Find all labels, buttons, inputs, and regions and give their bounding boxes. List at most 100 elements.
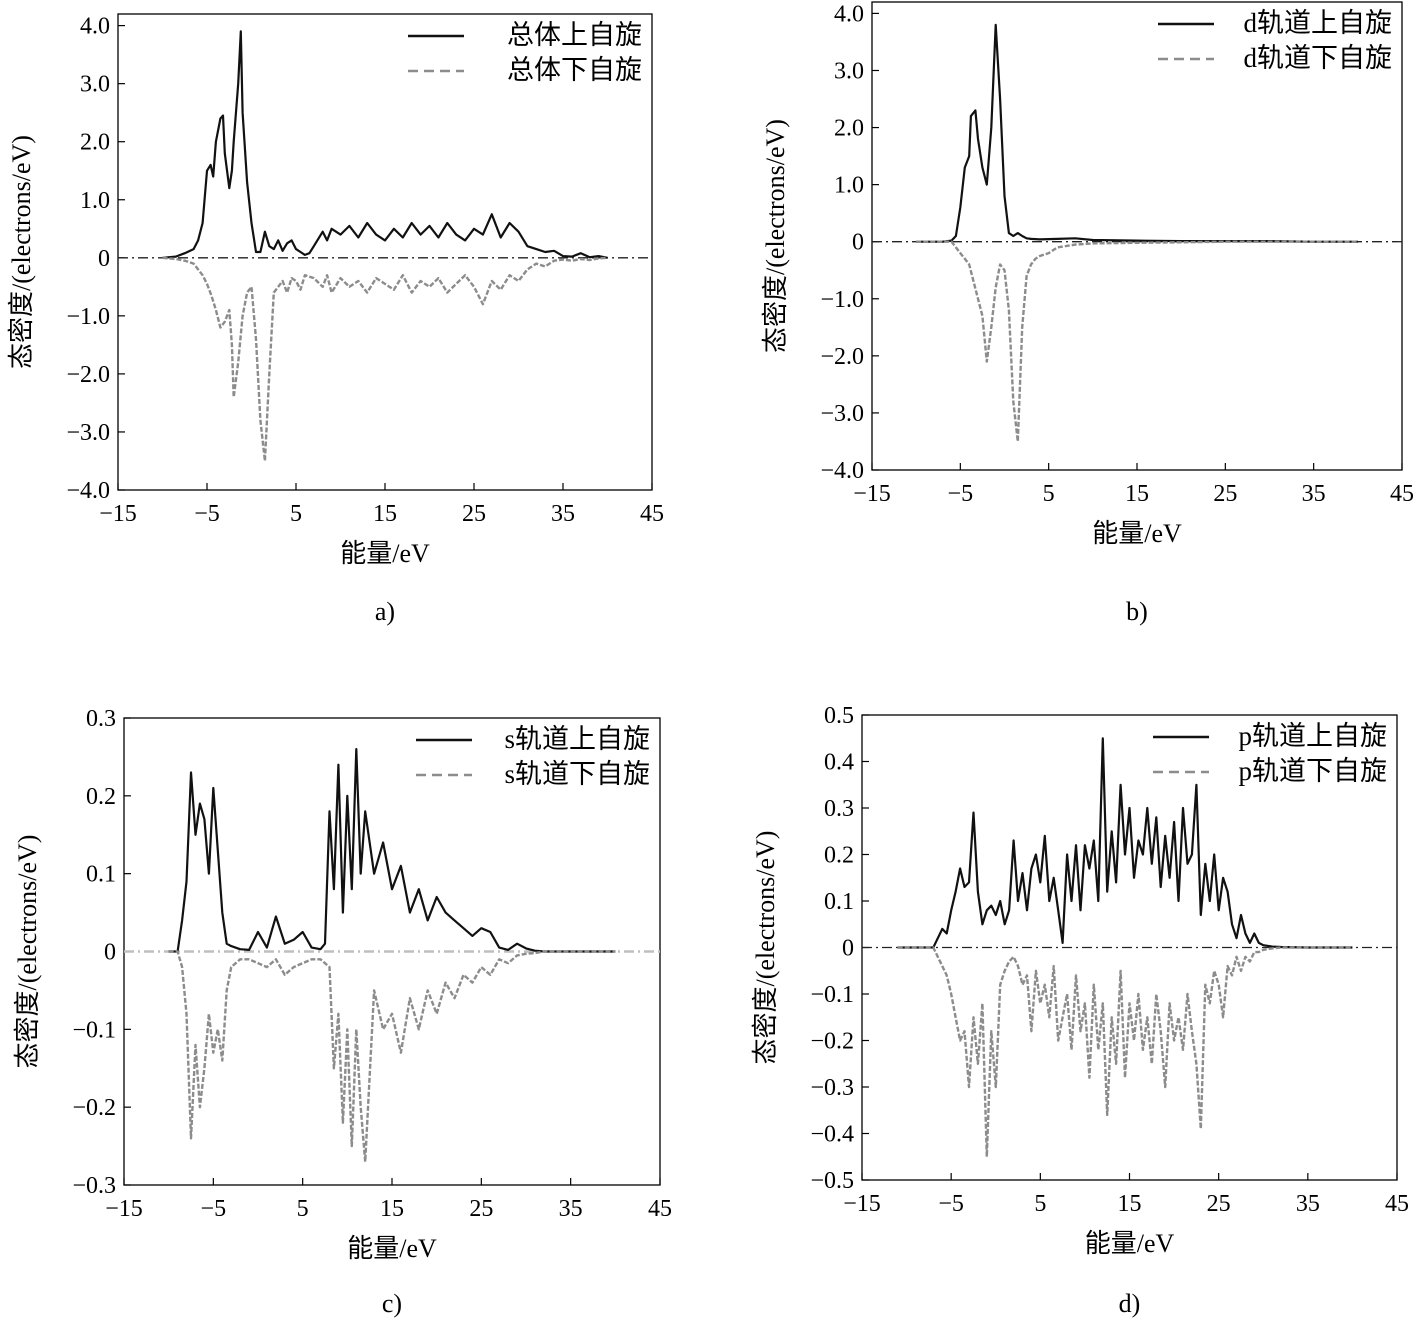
y-tick-label: −2.0 xyxy=(66,362,110,388)
x-tick-label: 5 xyxy=(297,1196,309,1222)
panel-caption: a) xyxy=(375,597,395,626)
y-tick-label: 4.0 xyxy=(834,1,864,27)
panel-b: −15 −5 5 15 25 35 45 −4.0 −3.0 −2.0 −1.0 0 1.0 2.0 3.0… xyxy=(761,1,1414,626)
x-tick-label: 25 xyxy=(1213,481,1237,507)
y-tick-label: −1.0 xyxy=(66,304,110,330)
x-axis-label: 能量/eV xyxy=(1092,519,1182,548)
y-tick-label: 0.2 xyxy=(86,784,116,810)
x-axis-label: 能量/eV xyxy=(347,1234,437,1263)
legend-label-down: s轨道下自旋 xyxy=(504,759,650,789)
x-tick-label: 15 xyxy=(373,501,397,527)
y-tick-label: 1.0 xyxy=(834,173,864,199)
x-tick-label: 5 xyxy=(290,501,302,527)
y-tick-label: 0 xyxy=(98,246,110,272)
legend: s轨道上自旋 s轨道下自旋 xyxy=(416,724,650,789)
x-tick-label: −15 xyxy=(99,501,137,527)
y-tick-label: −0.1 xyxy=(72,1017,116,1043)
x-tick-label: 25 xyxy=(462,501,486,527)
panel-c: −15 −5 5 15 25 35 45 −0.3 −0.2 −0.1 0 0.1 0.2 0.3 s轨道上… xyxy=(13,706,672,1318)
x-tick-label: −5 xyxy=(194,501,220,527)
legend-label-down: p轨道下自旋 xyxy=(1239,756,1388,786)
y-tick-label: −4.0 xyxy=(66,478,110,504)
legend-label-down: 总体下自旋 xyxy=(507,55,642,85)
legend-label-down: d轨道下自旋 xyxy=(1244,43,1393,73)
y-tick-label: 0.1 xyxy=(86,862,116,888)
series-spin-up-line xyxy=(168,747,616,953)
series-spin-up-line xyxy=(162,30,608,259)
y-tick-label: 0 xyxy=(104,940,116,966)
series-spin-down-line xyxy=(897,946,1353,1159)
x-tick-label: −15 xyxy=(843,1191,881,1217)
x-tick-label: 5 xyxy=(1043,481,1055,507)
panel-caption: b) xyxy=(1126,597,1148,626)
y-tick-label: 0.3 xyxy=(824,796,854,822)
y-tick-label: 0.4 xyxy=(824,750,854,776)
plot-frame xyxy=(117,13,653,491)
x-tick-label: 45 xyxy=(1390,481,1414,507)
y-tick-label: 0.5 xyxy=(824,703,854,729)
x-tick-label: 45 xyxy=(640,501,664,527)
series-spin-down-line xyxy=(916,240,1358,443)
y-tick-label: 0 xyxy=(852,230,864,256)
x-axis-label: 能量/eV xyxy=(1085,1229,1175,1258)
y-tick-label: −0.3 xyxy=(72,1173,116,1199)
y-tick-label: −0.5 xyxy=(810,1168,854,1194)
y-tick-label: 3.0 xyxy=(834,58,864,84)
y-axis-label: 态密度/(electrons/eV) xyxy=(751,831,780,1065)
y-tick-label: 0.3 xyxy=(86,706,116,732)
y-tick-label: −3.0 xyxy=(66,420,110,446)
legend: p轨道上自旋 p轨道下自旋 xyxy=(1153,721,1387,786)
panel-a: −15 −5 5 15 25 35 45 −4.0 −3.0 −2.0 −1.0 0 1.0 2.0 3.0… xyxy=(7,13,664,626)
y-tick-label: 2.0 xyxy=(834,116,864,142)
x-tick-label: 35 xyxy=(551,501,575,527)
x-tick-label: 45 xyxy=(648,1196,672,1222)
y-tick-label: 0 xyxy=(842,936,854,962)
panel-caption: c) xyxy=(382,1289,402,1318)
x-tick-label: 25 xyxy=(469,1196,493,1222)
x-tick-label: −15 xyxy=(105,1196,143,1222)
x-tick-label: 15 xyxy=(380,1196,404,1222)
y-tick-label: 2.0 xyxy=(80,130,110,156)
y-tick-label: −0.3 xyxy=(810,1075,854,1101)
y-axis-label: 态密度/(electrons/eV) xyxy=(761,119,790,353)
y-tick-label: 3.0 xyxy=(80,72,110,98)
legend-label-up: d轨道上自旋 xyxy=(1244,8,1393,38)
y-tick-label: −0.1 xyxy=(810,982,854,1008)
legend-label-up: s轨道上自旋 xyxy=(504,724,650,754)
x-tick-label: −15 xyxy=(853,481,891,507)
x-tick-label: 15 xyxy=(1118,1191,1142,1217)
x-tick-label: 25 xyxy=(1207,1191,1231,1217)
y-tick-label: −0.2 xyxy=(72,1095,116,1121)
series-spin-down-line xyxy=(168,950,616,1163)
series-spin-up-line xyxy=(897,737,1353,949)
y-tick-label: −0.2 xyxy=(810,1029,854,1055)
legend-label-up: 总体上自旋 xyxy=(507,20,642,50)
legend-label-up: p轨道上自旋 xyxy=(1239,721,1388,751)
y-tick-label: 4.0 xyxy=(80,14,110,40)
series-spin-down-line xyxy=(162,256,608,463)
series-spin-up-line xyxy=(916,23,1358,243)
y-tick-label: 1.0 xyxy=(80,188,110,214)
x-tick-label: 5 xyxy=(1034,1191,1046,1217)
x-tick-label: 45 xyxy=(1385,1191,1409,1217)
legend: d轨道上自旋 d轨道下自旋 xyxy=(1158,8,1392,73)
y-tick-label: 0.1 xyxy=(824,889,854,915)
x-tick-label: −5 xyxy=(201,1196,227,1222)
x-tick-label: 15 xyxy=(1125,481,1149,507)
y-tick-label: −3.0 xyxy=(820,401,864,427)
panel-d: −15 −5 5 15 25 35 45 −0.5 −0.4 −0.3 −0.2 −0.1 0 0.1 0.… xyxy=(751,703,1409,1318)
y-axis-label: 态密度/(electrons/eV) xyxy=(7,135,36,369)
x-axis-label: 能量/eV xyxy=(340,539,430,568)
x-tick-label: −5 xyxy=(948,481,974,507)
y-axis-label: 态密度/(electrons/eV) xyxy=(13,835,42,1069)
x-tick-label: −5 xyxy=(938,1191,964,1217)
panel-caption: d) xyxy=(1119,1289,1141,1318)
x-tick-label: 35 xyxy=(1302,481,1326,507)
y-tick-label: −2.0 xyxy=(820,344,864,370)
y-tick-label: 0.2 xyxy=(824,843,854,869)
y-tick-label: −0.4 xyxy=(810,1122,854,1148)
y-tick-label: −1.0 xyxy=(820,287,864,313)
y-tick-label: −4.0 xyxy=(820,458,864,484)
